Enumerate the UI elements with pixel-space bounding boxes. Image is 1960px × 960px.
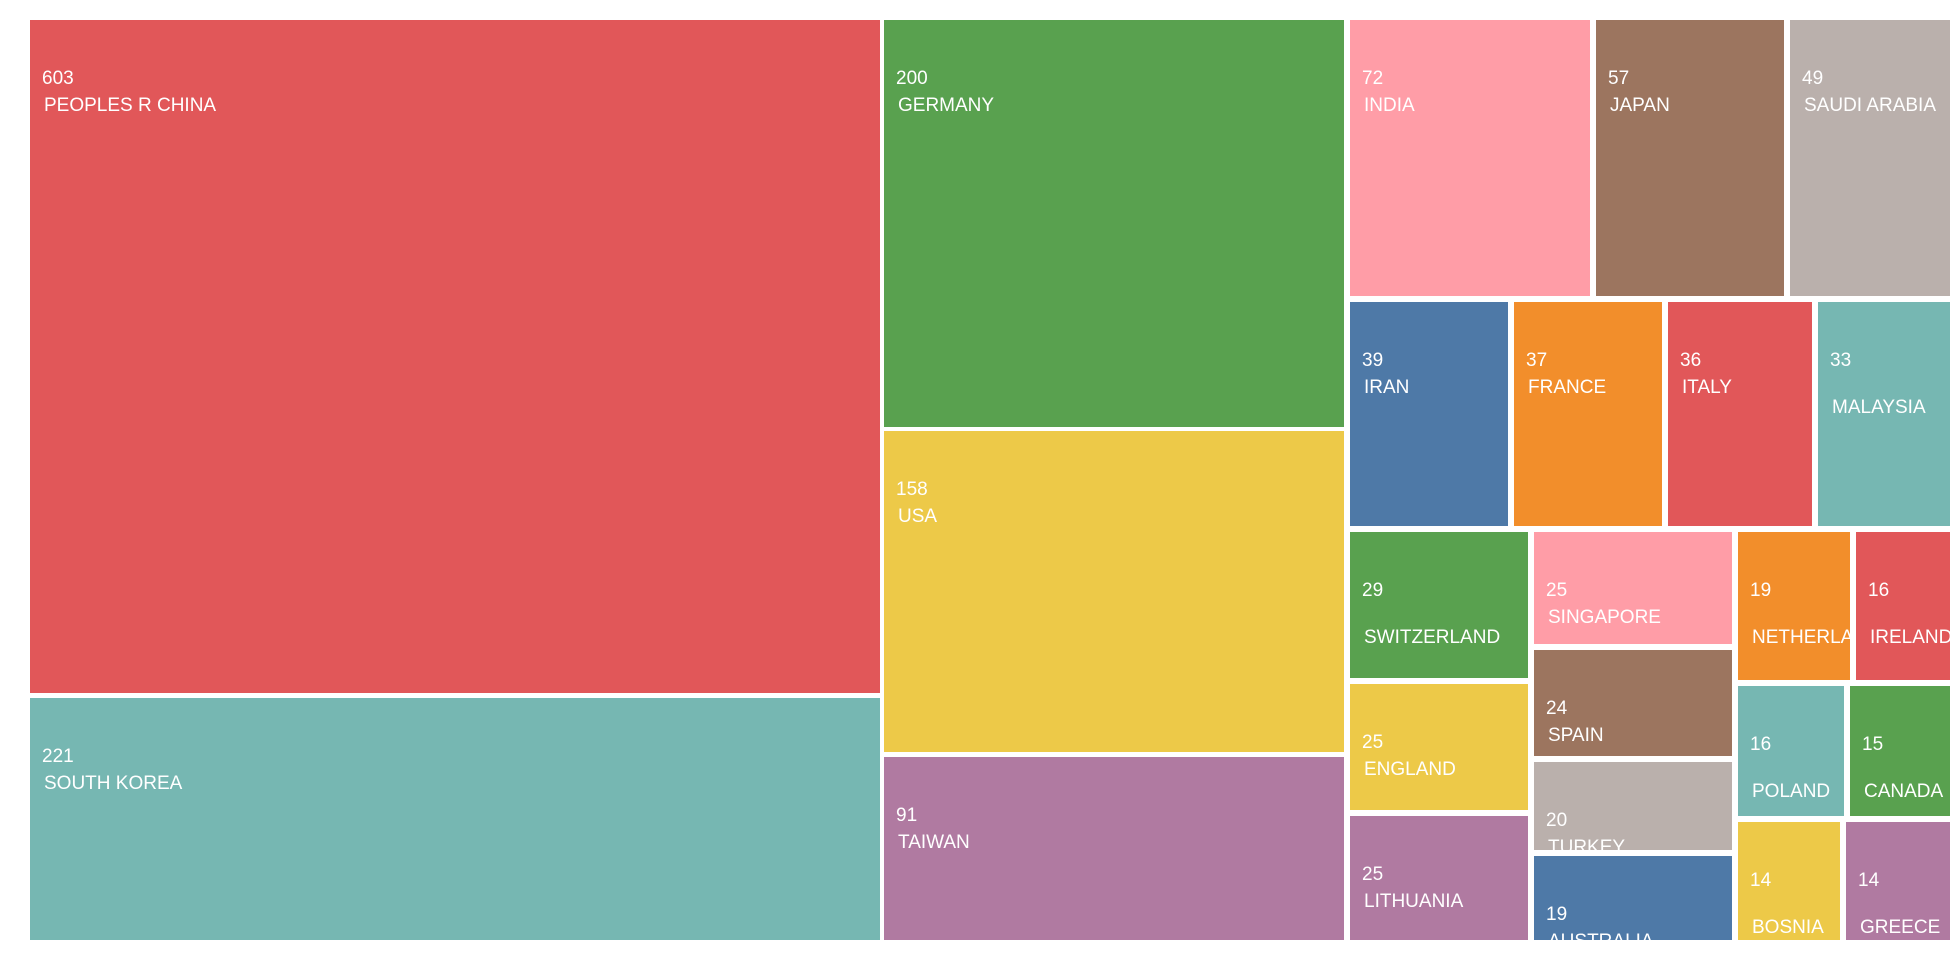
- tile-label: NETHERLANDS: [1752, 627, 1850, 648]
- tile-value: 24: [1546, 698, 1568, 719]
- tile-label: SOUTH KOREA: [44, 773, 183, 794]
- tile-label: ITALY: [1682, 377, 1732, 398]
- tile-value: 16: [1750, 734, 1772, 755]
- tile-label: SPAIN: [1548, 725, 1604, 746]
- tile-value: 14: [1858, 870, 1880, 891]
- tile-netherlands: 19 NETHERLANDS: [1738, 532, 1850, 680]
- tile-value: 91: [896, 805, 918, 826]
- tile-value: 603: [42, 68, 74, 89]
- tile-label: ENGLAND: [1364, 759, 1456, 780]
- tile-value: 200: [896, 68, 928, 89]
- tile-iran: 39 IRAN: [1350, 302, 1508, 526]
- tile-greece: 14 GREECE: [1846, 822, 1950, 940]
- tile-value: 37: [1526, 350, 1548, 371]
- tile-value: 20: [1546, 810, 1568, 831]
- tile-germany: 200 GERMANY: [884, 20, 1344, 427]
- tile-label: TAIWAN: [898, 832, 970, 853]
- tile-label: GREECE: [1860, 917, 1941, 938]
- tile-turkey: 20 TURKEY: [1534, 762, 1732, 850]
- tile-label: TURKEY: [1548, 837, 1626, 851]
- tile-value: 25: [1362, 732, 1384, 753]
- tile-value: 221: [42, 746, 74, 767]
- tile-bosnia: 14 BOSNIA: [1738, 822, 1840, 940]
- tile-lithuania: 25 LITHUANIA: [1350, 816, 1528, 940]
- tile-japan: 57 JAPAN: [1596, 20, 1784, 296]
- tile-label: SINGAPORE: [1548, 607, 1661, 628]
- tile-value: 29: [1362, 580, 1384, 601]
- tile-label: CANADA: [1864, 781, 1944, 802]
- tile-value: 19: [1750, 580, 1772, 601]
- tile-value: 15: [1862, 734, 1884, 755]
- tile-value: 158: [896, 479, 928, 500]
- tile-india: 72 INDIA: [1350, 20, 1590, 296]
- tile-value: 25: [1546, 580, 1568, 601]
- tile-value: 49: [1802, 68, 1824, 89]
- tile-spain: 24 SPAIN: [1534, 650, 1732, 756]
- tile-value: 25: [1362, 864, 1384, 885]
- tile-label: AUSTRALIA: [1548, 932, 1722, 941]
- tile-usa: 158 USA: [884, 431, 1344, 752]
- tile-label: SAUDI ARABIA: [1804, 95, 1936, 116]
- tile-label: PEOPLES R CHINA: [44, 95, 217, 116]
- tile-label: GERMANY: [898, 95, 995, 116]
- tile-value: 33: [1830, 350, 1852, 371]
- tile-switzerland: 29 SWITZERLAND: [1350, 532, 1528, 678]
- tile-peoples-r-china: 603 PEOPLES R CHINA: [30, 20, 880, 693]
- tile-value: 72: [1362, 68, 1384, 89]
- tile-value: 36: [1680, 350, 1702, 371]
- tile-label: USA: [898, 506, 938, 527]
- tile-singapore: 25 SINGAPORE: [1534, 532, 1732, 644]
- tile-ireland: 16 IRELAND: [1856, 532, 1950, 680]
- tile-poland: 16 POLAND: [1738, 686, 1844, 816]
- tile-label: IRAN: [1364, 377, 1410, 398]
- tile-value: 19: [1546, 904, 1568, 925]
- tile-label: IRELAND: [1870, 627, 1950, 648]
- tile-australia: 19 AUSTRALIA: [1534, 856, 1732, 940]
- tile-taiwan: 91 TAIWAN: [884, 757, 1344, 940]
- tile-malaysia: 33 MALAYSIA: [1818, 302, 1950, 526]
- tile-value: 57: [1608, 68, 1630, 89]
- tile-label: BOSNIA: [1752, 917, 1824, 938]
- tile-label: MALAYSIA: [1832, 397, 1926, 418]
- tile-label: POLAND: [1752, 781, 1831, 802]
- tile-label: FRANCE: [1528, 377, 1607, 398]
- tile-value: 14: [1750, 870, 1772, 891]
- tile-italy: 36 ITALY: [1668, 302, 1812, 526]
- tile-value: 16: [1868, 580, 1890, 601]
- tile-south-korea: 221 SOUTH KOREA: [30, 698, 880, 940]
- tile-value: 39: [1362, 350, 1384, 371]
- tile-label: INDIA: [1364, 95, 1415, 116]
- tile-saudi-arabia: 49 SAUDI ARABIA: [1790, 20, 1950, 296]
- tile-label: LITHUANIA: [1364, 891, 1464, 912]
- tile-label: JAPAN: [1610, 95, 1670, 116]
- tile-label: SWITZERLAND: [1364, 627, 1501, 648]
- tile-france: 37 FRANCE: [1514, 302, 1662, 526]
- tile-england: 25 ENGLAND: [1350, 684, 1528, 810]
- tile-canada: 15 CANADA: [1850, 686, 1950, 816]
